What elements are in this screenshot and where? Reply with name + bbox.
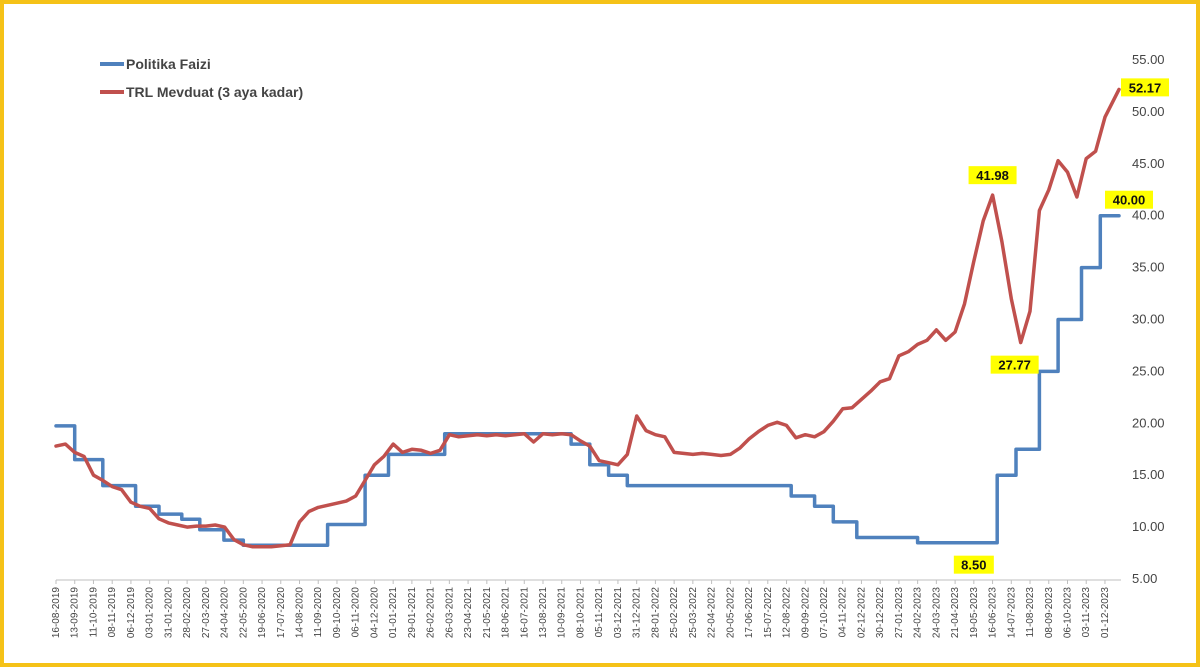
x-tick-label: 06-10-2023 <box>1062 587 1073 639</box>
x-tick-label: 26-03-2021 <box>444 587 455 639</box>
callout-52-17: 52.17 <box>1121 78 1169 97</box>
y-tick-label: 50.00 <box>1132 104 1165 119</box>
x-tick-label: 21-04-2023 <box>950 587 961 639</box>
x-tick-label: 05-11-2021 <box>594 587 605 638</box>
x-tick-label: 23-04-2021 <box>463 587 474 639</box>
value-callouts: 41.98 27.77 8.50 40.00 52.17 <box>953 78 1169 574</box>
x-tick-label: 03-01-2020 <box>145 587 156 639</box>
x-tick-label: 29-01-2021 <box>407 587 418 639</box>
x-tick-label: 16-06-2023 <box>988 587 999 639</box>
x-tick-label: 06-12-2019 <box>126 587 137 639</box>
x-tick-label: 04-12-2020 <box>369 587 380 639</box>
x-tick-label: 02-12-2022 <box>856 587 867 639</box>
x-tick-label: 15-07-2022 <box>763 587 774 639</box>
x-tick-label: 01-12-2023 <box>1100 587 1111 639</box>
callout-box <box>1105 190 1153 209</box>
series-lines <box>54 87 1121 549</box>
x-tick-label: 16-08-2019 <box>51 587 62 639</box>
x-tick-label: 16-07-2021 <box>519 587 530 639</box>
y-tick-label: 40.00 <box>1132 208 1165 223</box>
x-tick-label: 08-10-2021 <box>575 587 586 639</box>
x-tick-label: 19-05-2023 <box>969 587 980 639</box>
x-tick-label: 09-09-2022 <box>800 587 811 639</box>
callout-40-00: 40.00 <box>1105 190 1153 209</box>
x-tick-label: 14-07-2023 <box>1006 587 1017 639</box>
x-tick-label: 06-11-2020 <box>351 587 362 638</box>
y-tick-label: 55.00 <box>1132 52 1165 67</box>
callout-label: 40.00 <box>1113 193 1146 208</box>
x-tick-label: 17-06-2022 <box>744 587 755 639</box>
y-tick-label: 25.00 <box>1132 363 1165 378</box>
y-tick-label: 30.00 <box>1132 312 1165 327</box>
x-tick-label: 22-05-2020 <box>238 587 249 639</box>
callout-label: 8.50 <box>961 558 986 573</box>
y-tick-label: 15.00 <box>1132 467 1165 482</box>
x-tick-label: 11-10-2019 <box>88 587 99 638</box>
x-tick-label: 31-12-2021 <box>632 587 643 639</box>
x-tick-label: 03-12-2021 <box>613 587 624 639</box>
x-tick-label: 19-06-2020 <box>257 587 268 639</box>
y-tick-label: 35.00 <box>1132 260 1165 275</box>
callout-box <box>1121 78 1169 97</box>
x-tick-label: 24-03-2023 <box>931 587 942 639</box>
x-tick-label: 11-09-2020 <box>313 587 324 638</box>
x-tick-label: 20-05-2022 <box>725 587 736 639</box>
x-tick-label: 27-03-2020 <box>201 587 212 639</box>
y-tick-label: 20.00 <box>1132 415 1165 430</box>
x-tick-label: 28-02-2020 <box>182 587 193 639</box>
x-tick-label: 18-06-2021 <box>501 587 512 639</box>
callout-8-50: 8.50 <box>953 555 994 574</box>
callout-box <box>990 355 1039 374</box>
y-tick-label: 45.00 <box>1132 156 1165 171</box>
x-tick-label: 04-11-2022 <box>838 587 849 638</box>
x-tick-label: 07-10-2022 <box>819 587 830 639</box>
x-tick-label: 24-04-2020 <box>220 587 231 639</box>
x-tick-label: 25-03-2022 <box>688 587 699 639</box>
x-axis-tick-labels: 16-08-2019 13-09-2019 11-10-2019 08-11-2019… <box>51 580 1111 638</box>
x-tick-label: 03-11-2023 <box>1081 587 1092 638</box>
x-tick-label: 08-09-2023 <box>1044 587 1055 639</box>
x-tick-label: 24-02-2023 <box>913 587 924 639</box>
x-tick-label: 10-09-2021 <box>557 587 568 639</box>
series-line-trl-mevduat <box>54 87 1121 549</box>
callout-label: 27.77 <box>998 358 1031 373</box>
x-tick-label: 27-01-2023 <box>894 587 905 639</box>
y-axis: 5.00 10.00 15.00 20.00 25.00 30.00 35.00 40.00 4… <box>1132 52 1165 586</box>
x-tick-label: 31-01-2020 <box>163 587 174 639</box>
x-tick-label: 21-05-2021 <box>482 587 493 639</box>
legend: Politika Faizi TRL Mevduat (3 aya kadar) <box>100 56 303 100</box>
callout-box <box>968 166 1017 185</box>
x-tick-label: 25-02-2022 <box>669 587 680 639</box>
x-tick-label: 13-08-2021 <box>538 587 549 639</box>
x-tick-label: 30-12-2022 <box>875 587 886 639</box>
x-tick-label: 12-08-2022 <box>782 587 793 639</box>
x-tick-label: 13-09-2019 <box>70 587 81 639</box>
callout-41-98: 41.98 <box>968 166 1017 185</box>
x-tick-label: 14-08-2020 <box>295 587 306 639</box>
x-tick-label: 09-10-2020 <box>332 587 343 639</box>
x-tick-label: 17-07-2020 <box>276 587 287 639</box>
x-tick-label: 11-08-2023 <box>1025 587 1036 638</box>
legend-label-trl-mevduat: TRL Mevduat (3 aya kadar) <box>126 84 303 100</box>
series-line-politika-faizi <box>54 213 1121 548</box>
x-tick-label: 22-04-2022 <box>707 587 718 639</box>
callout-box <box>953 555 994 574</box>
callout-label: 52.17 <box>1129 80 1162 95</box>
y-tick-label: 5.00 <box>1132 571 1157 586</box>
y-tick-label: 10.00 <box>1132 519 1165 534</box>
x-tick-label: 28-01-2022 <box>650 587 661 639</box>
x-tick-label: 26-02-2021 <box>426 587 437 639</box>
x-tick-label: 01-01-2021 <box>388 587 399 639</box>
callout-27-77: 27.77 <box>990 355 1039 374</box>
legend-label-politika-faizi: Politika Faizi <box>126 56 211 72</box>
x-tick-label: 08-11-2019 <box>107 587 118 638</box>
callout-label: 41.98 <box>976 168 1009 183</box>
line-chart: 5.0010.0015.0020.0025.0030.0035.0040.004… <box>51 52 1169 638</box>
